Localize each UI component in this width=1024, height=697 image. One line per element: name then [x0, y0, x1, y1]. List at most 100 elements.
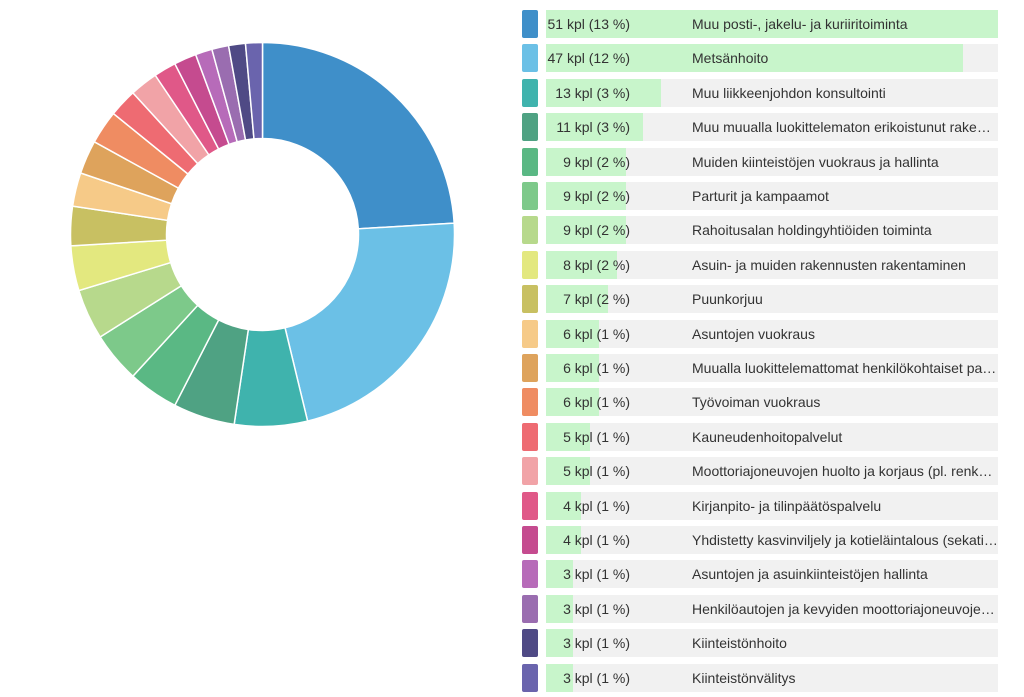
legend-bar-fill [546, 594, 573, 623]
legend-label: Asuntojen ja asuinkiinteistöjen hallinta [692, 566, 928, 583]
legend-bar-track [546, 113, 998, 142]
legend-bar-fill [546, 354, 600, 382]
legend-row[interactable]: 5 kpl (1 %) Moottoriajoneuvojen huolto ja… [520, 457, 1000, 486]
legend-row[interactable]: 9 kpl (2 %) Rahoitusalan holdingyhtiöiden… [520, 216, 1000, 245]
legend-bar-fill [546, 44, 963, 73]
legend-row[interactable]: 8 kpl (2 %) Asuin- ja muiden rakennusten … [520, 250, 1000, 279]
legend-bar-track [546, 78, 998, 107]
legend-swatch [522, 182, 538, 210]
legend-label: Puunkorjuu [692, 291, 763, 308]
legend-label: Metsänhoito [692, 50, 769, 67]
legend-value: 5 kpl (1 %) [563, 428, 630, 445]
legend-bar-track [546, 629, 998, 658]
legend-value: 9 kpl (2 %) [563, 222, 630, 239]
legend-label: Kiinteistönhoito [692, 635, 787, 652]
legend-bar-track [546, 216, 998, 245]
legend-swatch [522, 44, 538, 73]
legend-row[interactable]: 4 kpl (1 %) Kirjanpito- ja tilinpäätöspal… [520, 491, 1000, 520]
legend-value: 9 kpl (2 %) [563, 153, 630, 170]
donut-slice[interactable] [261, 41, 455, 230]
legend-swatch [522, 216, 538, 245]
legend-bar-track [546, 560, 998, 589]
legend-label: Asuntojen vuokraus [692, 325, 815, 342]
legend-value: 3 kpl (1 %) [563, 566, 630, 583]
legend-bar-track [546, 44, 998, 73]
legend-value: 9 kpl (2 %) [563, 188, 630, 204]
legend-swatch [522, 78, 538, 107]
legend-bar-fill [546, 78, 662, 107]
legend-row[interactable]: 13 kpl (3 %) Muu liikkeenjohdon konsultoi… [520, 78, 1000, 107]
legend-row[interactable]: 6 kpl (1 %) Muualla luokittelemattomat he… [520, 354, 1000, 382]
legend-bar-track [546, 422, 998, 451]
legend-value: 5 kpl (1 %) [563, 463, 630, 480]
legend-bar-fill [546, 113, 644, 142]
legend-row[interactable]: 6 kpl (1 %) Työvoiman vuokraus [520, 388, 1000, 417]
legend-swatch [522, 560, 538, 589]
legend-label: Muu liikkeenjohdon konsultointi [692, 84, 886, 101]
legend-row[interactable]: 7 kpl (2 %) Puunkorjuu [520, 285, 1000, 314]
legend-value: 11 kpl (3 %) [556, 119, 630, 136]
legend-bar-fill [546, 663, 573, 692]
legend-bar-track [546, 285, 998, 314]
legend-swatch [522, 491, 538, 520]
legend-value: 3 kpl (1 %) [563, 635, 630, 652]
legend-swatch [522, 113, 538, 142]
legend-label: Henkilöautojen ja kevyiden moottoriajone… [692, 600, 998, 617]
legend-value: 3 kpl (1 %) [563, 669, 630, 686]
legend-label: Muiden kiinteistöjen vuokraus ja hallint… [692, 153, 939, 170]
legend-value: 47 kpl (12 %) [547, 50, 630, 67]
legend-bar-fill [546, 147, 626, 176]
donut-slice[interactable] [244, 41, 264, 140]
legend-bar-fill [546, 422, 591, 451]
legend-row[interactable]: 3 kpl (1 %) Henkilöautojen ja kevyiden mo… [520, 594, 1000, 623]
legend-value: 7 kpl (2 %) [563, 291, 630, 308]
legend-value: 4 kpl (1 %) [563, 497, 630, 514]
legend-row[interactable]: 51 kpl (13 %) Muu posti-, jakelu- ja kuri… [520, 10, 1000, 38]
legend-value: 6 kpl (1 %) [563, 394, 630, 411]
legend-label: Kirjanpito- ja tilinpäätöspalvelu [692, 497, 882, 514]
legend-value: 6 kpl (1 %) [563, 325, 630, 342]
legend-bar-track [546, 526, 998, 554]
legend-label: Rahoitusalan holdingyhtiöiden toiminta [692, 222, 932, 239]
legend-swatch [522, 594, 538, 623]
legend-value: 13 kpl (3 %) [555, 84, 630, 101]
legend-bar-fill [546, 629, 573, 658]
legend-bar-track [546, 319, 998, 348]
legend-row[interactable]: 3 kpl (1 %) Kiinteistönhoito [520, 629, 1000, 658]
legend-value: 6 kpl (1 %) [563, 360, 630, 376]
legend-label: Työvoiman vuokraus [692, 394, 821, 411]
legend-bar-fill [546, 10, 998, 38]
legend-bar-track [546, 491, 998, 520]
legend-bar-track [546, 457, 998, 486]
legend-bar-fill [546, 491, 582, 520]
legend-row[interactable]: 47 kpl (12 %) Metsänhoito [520, 44, 1000, 73]
donut-chart [69, 41, 456, 428]
legend-swatch [522, 10, 538, 38]
legend-bar-fill [546, 526, 582, 554]
donut-slice[interactable] [284, 222, 456, 423]
legend-label: Yhdistetty kasvinviljely ja kotieläintal… [692, 532, 998, 548]
legend-bar-track [546, 354, 998, 382]
legend-label: Muu muualla luokittelematon erikoistunut… [692, 119, 998, 136]
legend-row[interactable]: 5 kpl (1 %) Kauneudenhoitopalvelut [520, 422, 1000, 451]
legend-row[interactable]: 3 kpl (1 %) Asuntojen ja asuinkiinteistöj… [520, 560, 1000, 589]
legend-label: Muu posti-, jakelu- ja kuriiritoiminta [692, 16, 908, 32]
legend-swatch [522, 422, 538, 451]
legend-row[interactable]: 3 kpl (1 %) Kiinteistönvälitys [520, 663, 1000, 692]
legend-swatch [522, 319, 538, 348]
legend-swatch [522, 526, 538, 554]
legend-value: 3 kpl (1 %) [563, 600, 630, 617]
legend-bar-track [546, 250, 998, 279]
legend-bar-fill [546, 216, 626, 245]
legend-row[interactable]: 4 kpl (1 %) Yhdistetty kasvinviljely ja k… [520, 526, 1000, 554]
legend-row[interactable]: 11 kpl (3 %) Muu muualla luokittelematon … [520, 113, 1000, 142]
legend-bar-track [546, 182, 998, 210]
legend-row[interactable]: 6 kpl (1 %) Asuntojen vuokraus [520, 319, 1000, 348]
legend-bar-fill [546, 457, 591, 486]
legend-swatch [522, 285, 538, 314]
legend-row[interactable]: 9 kpl (2 %) Muiden kiinteistöjen vuokraus… [520, 147, 1000, 176]
legend-row[interactable]: 9 kpl (2 %) Parturit ja kampaamot [520, 182, 1000, 210]
legend-bar-fill [546, 182, 626, 210]
legend-swatch [522, 457, 538, 486]
legend-swatch [522, 147, 538, 176]
